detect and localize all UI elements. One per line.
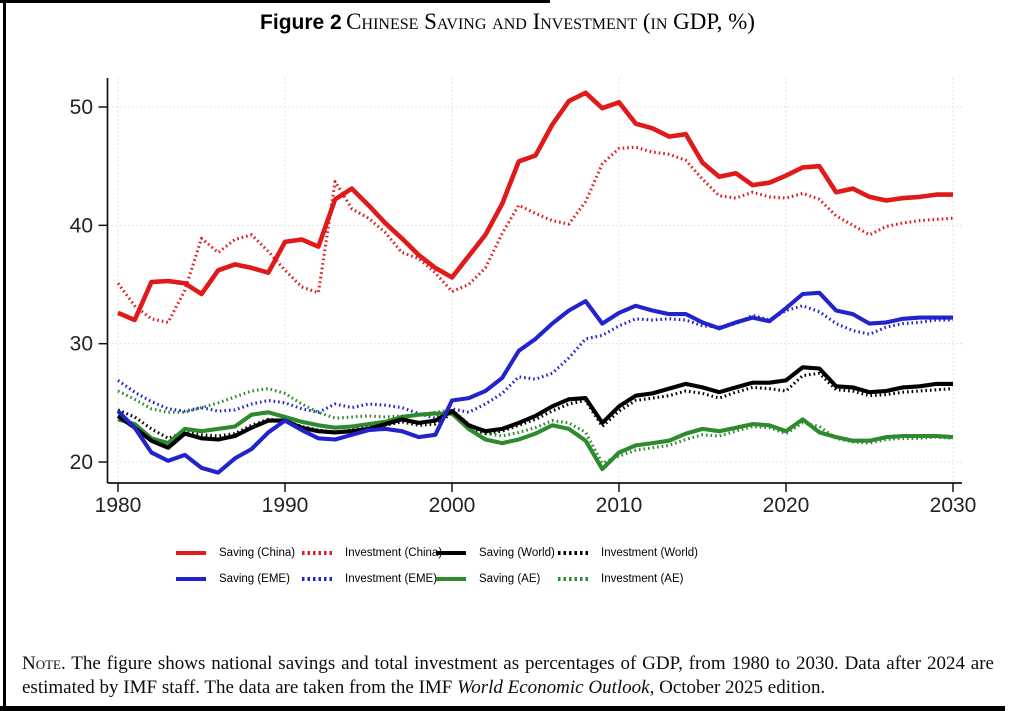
y-tick-label: 30: [70, 333, 93, 356]
legend-item-investment-china: Investment (China): [302, 547, 442, 559]
x-tick-label: 1980: [95, 494, 142, 517]
series-line-investment-world: [117, 371, 954, 440]
note-label: Note.: [22, 653, 66, 674]
page-border-bottom: [0, 706, 1005, 711]
legend-label: Saving (EME): [219, 573, 290, 585]
legend-item-investment-eme: Investment (EME): [302, 573, 438, 585]
series-line-investment-china: [116, 145, 954, 324]
x-tick-label: 2020: [763, 494, 810, 517]
chart-legend: Saving (China) Investment (China) Saving (…: [176, 547, 704, 585]
note-italic-source: World Economic Outlook: [457, 676, 650, 698]
legend-item-investment-world: Investment (World): [558, 547, 704, 559]
series-line-investment-eme: [117, 304, 953, 420]
gridlines: [107, 78, 962, 483]
y-tick-label: 20: [70, 451, 93, 474]
figure-title-text: Chinese Saving and Investment (in GDP, %…: [346, 9, 755, 34]
legend-label: Investment (China): [345, 547, 443, 559]
legend-label: Investment (EME): [345, 573, 438, 585]
page-border-left: [3, 0, 6, 711]
figure-note: Note. The figure shows national savings …: [22, 652, 994, 699]
legend-item-investment-ae: Investment (AE): [558, 573, 704, 585]
legend-dotted-line-icon: [302, 577, 332, 581]
y-tick-label: 40: [70, 214, 93, 237]
series-line-saving-eme: [116, 290, 953, 475]
x-tick-label: 2000: [429, 494, 476, 517]
legend-dotted-line-icon: [302, 551, 332, 555]
legend-solid-line-icon: [436, 551, 466, 555]
x-tick-label: 2010: [596, 494, 643, 517]
note-text-2: , October 2025 edition.: [649, 676, 826, 698]
legend-solid-line-icon: [436, 577, 466, 581]
legend-solid-line-icon: [176, 577, 206, 581]
series-line-saving-china: [117, 90, 953, 323]
legend-dotted-line-icon: [558, 577, 588, 581]
figure-title: Figure 2 Chinese Saving and Investment (…: [0, 9, 1015, 35]
legend-solid-line-icon: [176, 551, 206, 555]
series-line-investment-ae: [117, 387, 954, 465]
x-tick-label: 2030: [930, 494, 977, 517]
legend-label: Investment (AE): [601, 573, 684, 585]
legend-item-saving-china: Saving (China): [176, 547, 302, 559]
legend-label: Saving (AE): [479, 573, 541, 585]
x-tick-label: 1990: [262, 494, 309, 517]
y-tick-label: 50: [70, 96, 93, 119]
legend-label: Saving (China): [219, 547, 296, 559]
note-text-1: The figure shows national savings and to…: [22, 653, 994, 698]
legend-label: Saving (World): [479, 547, 555, 559]
series-line-saving-world: [116, 365, 953, 450]
figure-number: Figure 2: [260, 11, 342, 34]
legend-item-saving-world: Saving (World): [436, 547, 558, 559]
legend-item-saving-ae: Saving (AE): [436, 573, 558, 585]
legend-item-saving-eme: Saving (EME): [176, 573, 302, 585]
legend-label: Investment (World): [601, 547, 698, 559]
page-border-top: [0, 0, 550, 3]
series-line-saving-ae: [117, 410, 954, 472]
legend-dotted-line-icon: [558, 551, 588, 555]
